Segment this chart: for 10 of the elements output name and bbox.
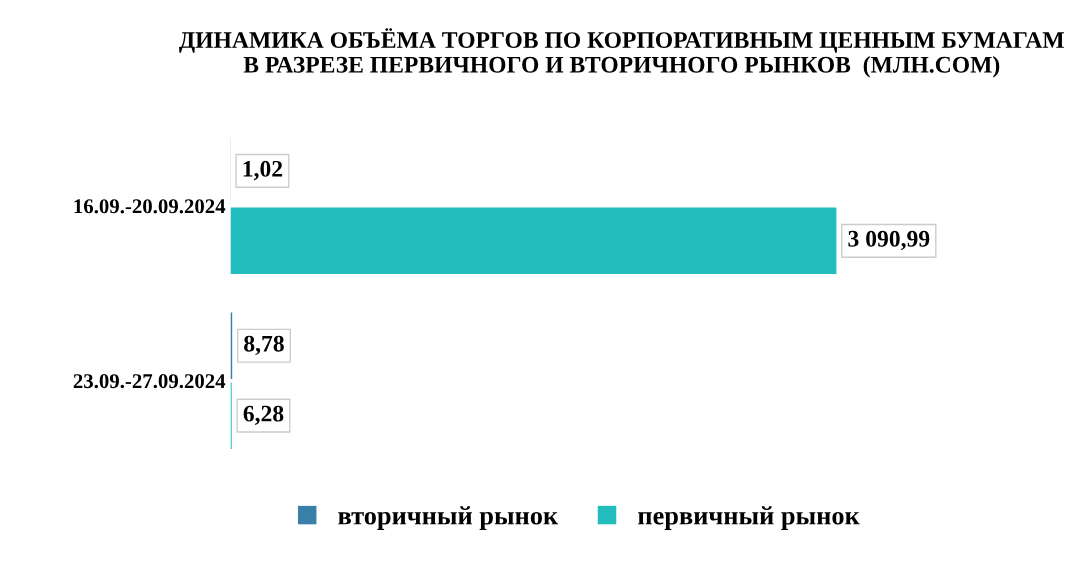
data-label: 8,78 bbox=[244, 335, 284, 356]
legend-label: вторичный рынок bbox=[338, 506, 559, 530]
data-label: 1,02 bbox=[243, 160, 283, 181]
y-tick-label: 16.09.-20.09.2024 bbox=[74, 199, 226, 214]
legend-label: первичный рынок bbox=[638, 506, 860, 530]
chart-title: ДИНАМИКА ОБЪЁМА ТОРГОВ ПО КОРПОРАТИВНЫМ ЦЕННЫМ БУМАГАМ В РАЗРЕЗЕ ПЕРВИЧНОГО И ВТОРИЧНОГО РЫНКОВ (МЛН.СОМ) bbox=[179, 28, 1064, 78]
bar bbox=[230, 207, 837, 275]
data-label: 3 090,99 bbox=[848, 230, 930, 251]
y-tick-label: 23.09.-27.09.2024 bbox=[73, 374, 226, 389]
data-label: 6,28 bbox=[243, 405, 284, 425]
